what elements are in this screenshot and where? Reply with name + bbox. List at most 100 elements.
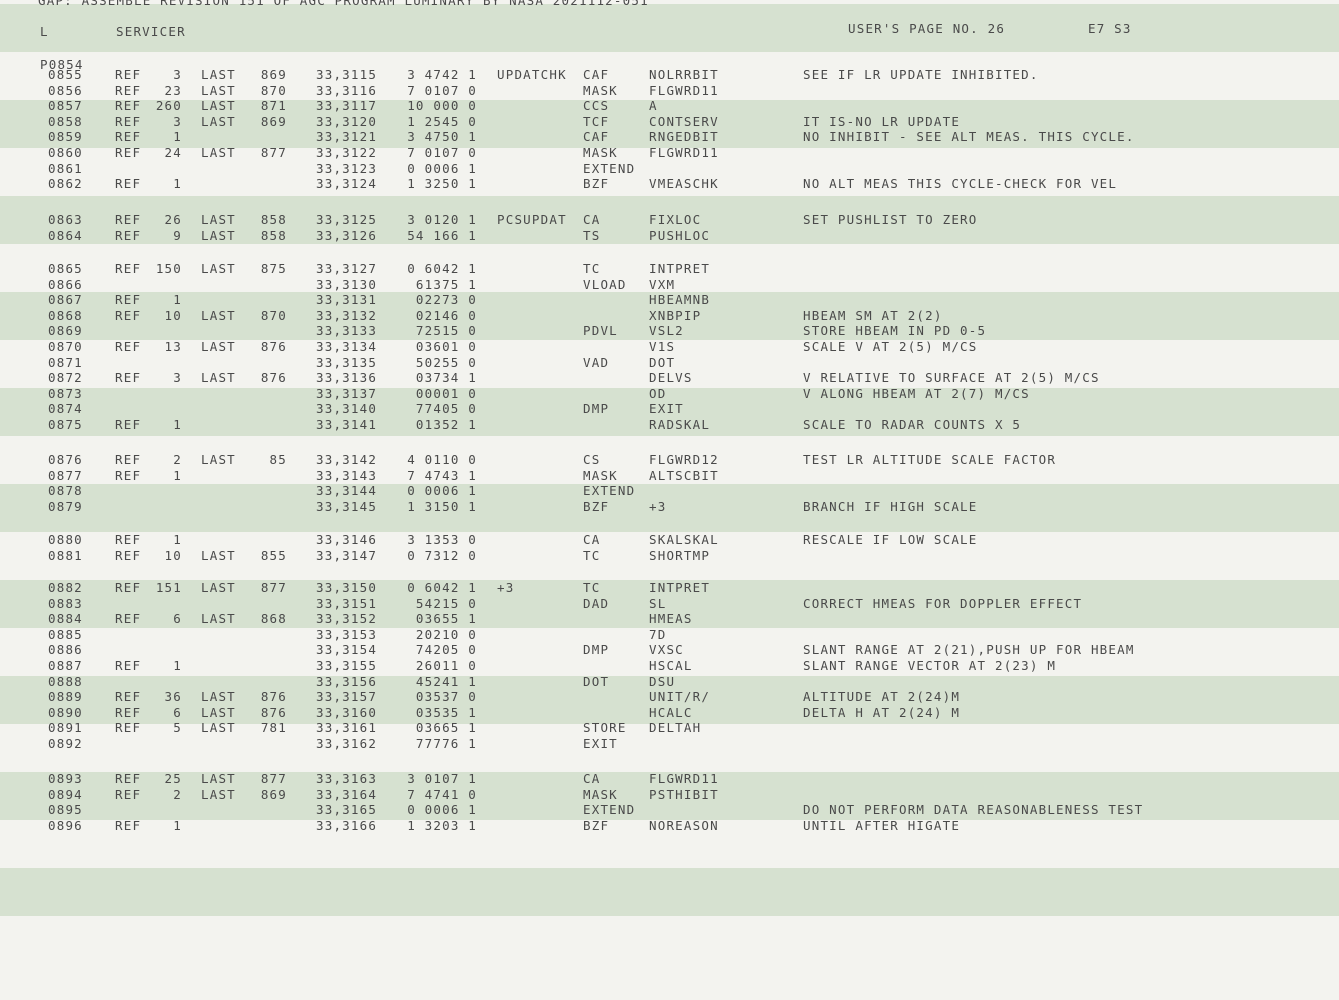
cell-addr: 33,3152 <box>316 611 378 627</box>
cell-comment: BRANCH IF HIGH SCALE <box>803 498 978 514</box>
cell-refnum: 25 <box>164 771 182 786</box>
cell-operand: HBEAMNB <box>649 292 711 308</box>
cell-last: LAST <box>201 145 236 160</box>
cell-op: TC <box>583 547 601 563</box>
cell-addr: 33,3126 <box>316 227 378 243</box>
cell-refnum: 10 <box>164 307 182 323</box>
cell-lastnum: 871 <box>260 98 287 114</box>
cell-addr: 33,3137 <box>316 385 378 401</box>
cell-n: 0892 <box>48 736 83 751</box>
cell-ref: REF <box>115 689 142 705</box>
cell-ref: REF <box>115 547 142 563</box>
cell-comment: IT IS-NO LR UPDATE <box>803 113 961 129</box>
cell-code: 02273 0 <box>415 292 477 308</box>
cell-code: 50255 0 <box>415 354 477 370</box>
cell-operand: INTPRET <box>649 261 711 276</box>
cell-last: LAST <box>201 82 236 98</box>
cell-refnum: 6 <box>173 611 182 627</box>
cell-operand: SKALSKAL <box>649 532 719 547</box>
cell-n: 0881 <box>48 547 83 563</box>
cell-ref: REF <box>115 261 142 276</box>
cell-refnum: 1 <box>173 417 182 432</box>
cell-operand: NOLRRBIT <box>649 67 719 82</box>
cell-code: 10 000 0 <box>407 98 477 114</box>
cell-refnum: 13 <box>164 339 182 354</box>
cell-n: 0861 <box>48 160 83 176</box>
cell-op: CAF <box>583 67 610 82</box>
cell-operand: A <box>649 98 658 114</box>
cell-operand: VMEASCHK <box>649 176 719 192</box>
cell-op: EXTEND <box>583 160 636 176</box>
cell-operand: DOT <box>649 354 676 370</box>
cell-operand: FLGWRD12 <box>649 452 719 467</box>
cell-code: 0 6042 1 <box>407 580 477 595</box>
cell-operand: VSL2 <box>649 323 684 339</box>
cell-n: 0871 <box>48 354 83 370</box>
cell-code: 54215 0 <box>415 595 477 611</box>
cell-n: 0887 <box>48 658 83 673</box>
cell-addr: 33,3165 <box>316 802 378 818</box>
cell-comment: CORRECT HMEAS FOR DOPPLER EFFECT <box>803 595 1083 611</box>
cell-n: 0876 <box>48 452 83 467</box>
cell-code: 3 0107 1 <box>407 771 477 786</box>
cell-last: LAST <box>201 580 236 595</box>
cell-addr: 33,3131 <box>316 292 378 308</box>
cell-operand: EXIT <box>649 401 684 417</box>
cell-lastnum: 877 <box>260 580 287 595</box>
cell-code: 0 6042 1 <box>407 261 477 276</box>
cell-n: 0875 <box>48 417 83 432</box>
cell-operand: UNIT/R/ <box>649 689 711 705</box>
cell-op: DMP <box>583 642 610 658</box>
cell-code: 7 0107 0 <box>407 82 477 98</box>
cell-refnum: 151 <box>155 580 182 595</box>
cell-op: EXTEND <box>583 483 636 499</box>
cell-refnum: 260 <box>155 98 182 114</box>
cell-addr: 33,3120 <box>316 113 378 129</box>
cell-refnum: 3 <box>173 67 182 82</box>
cell-n: 0860 <box>48 145 83 160</box>
cell-n: 0856 <box>48 82 83 98</box>
cell-n: 0896 <box>48 817 83 833</box>
cell-ref: REF <box>115 129 142 145</box>
cell-n: 0877 <box>48 467 83 483</box>
cell-code: 01352 1 <box>415 417 477 432</box>
cell-addr: 33,3154 <box>316 642 378 658</box>
cell-code: 03537 0 <box>415 689 477 705</box>
cell-refnum: 24 <box>164 145 182 160</box>
cell-code: 03665 1 <box>415 720 477 736</box>
cell-ref: REF <box>115 113 142 129</box>
cell-ref: REF <box>115 82 142 98</box>
cell-op: DMP <box>583 401 610 417</box>
cell-ref: REF <box>115 771 142 786</box>
cell-last: LAST <box>201 307 236 323</box>
cell-refnum: 3 <box>173 113 182 129</box>
cell-op: CA <box>583 212 601 227</box>
cell-last: LAST <box>201 611 236 627</box>
cell-refnum: 6 <box>173 704 182 720</box>
cell-lastnum: 876 <box>260 370 287 386</box>
cell-addr: 33,3123 <box>316 160 378 176</box>
cell-operand: NOREASON <box>649 817 719 833</box>
cell-comment: SEE IF LR UPDATE INHIBITED. <box>803 67 1039 82</box>
cell-lastnum: 868 <box>260 611 287 627</box>
cell-label: +3 <box>497 580 515 595</box>
cell-ref: REF <box>115 307 142 323</box>
cell-addr: 33,3151 <box>316 595 378 611</box>
cell-op: CCS <box>583 98 610 114</box>
cell-ref: REF <box>115 176 142 192</box>
cell-addr: 33,3155 <box>316 658 378 673</box>
cell-operand: FLGWRD11 <box>649 82 719 98</box>
cell-n: 0884 <box>48 611 83 627</box>
cell-comment: SCALE V AT 2(5) M/CS <box>803 339 978 354</box>
cell-refnum: 26 <box>164 212 182 227</box>
cell-refnum: 3 <box>173 370 182 386</box>
cell-operand: RNGEDBIT <box>649 129 719 145</box>
cell-op: VAD <box>583 354 610 370</box>
cell-addr: 33,3153 <box>316 626 378 642</box>
cell-lastnum: 869 <box>260 113 287 129</box>
cell-refnum: 1 <box>173 129 182 145</box>
cell-lastnum: 876 <box>260 689 287 705</box>
cell-last: LAST <box>201 704 236 720</box>
page-marker: P0854 <box>40 57 84 72</box>
cell-op: CS <box>583 452 601 467</box>
